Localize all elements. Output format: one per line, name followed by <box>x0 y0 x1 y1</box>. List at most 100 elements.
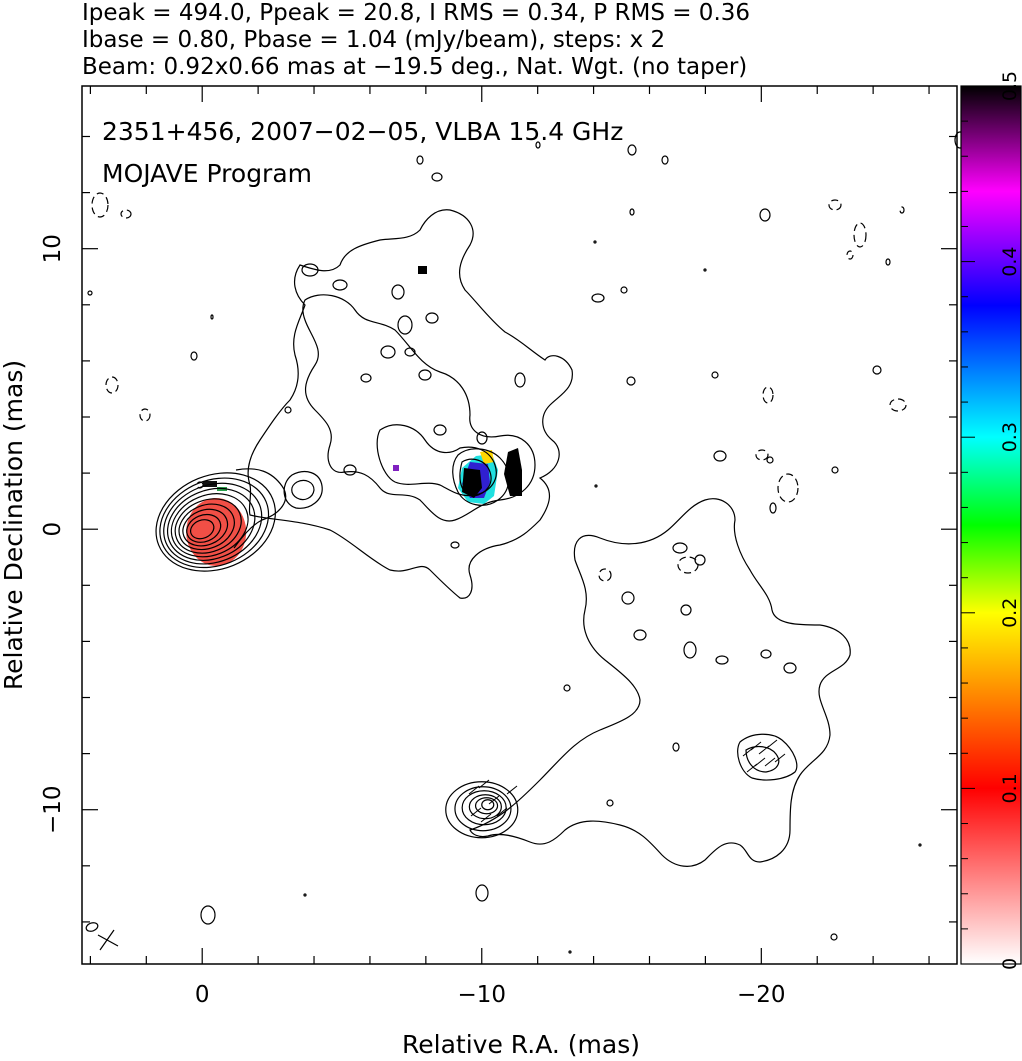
y-tick-label: 10 <box>40 234 66 263</box>
jet-inner-contour <box>376 424 497 497</box>
noise-contour <box>703 268 707 272</box>
header-line-1: Ipeak = 494.0, Ppeak = 20.8, I RMS = 0.3… <box>82 0 750 26</box>
noise-contour <box>431 172 443 182</box>
southern-knot-contour <box>481 799 495 811</box>
noise-contour <box>830 933 838 941</box>
lobe-island-contour <box>715 655 729 665</box>
negative-contour <box>853 222 867 248</box>
negative-contour <box>899 206 905 214</box>
jet-island-contour <box>391 284 405 300</box>
noise-contour <box>711 371 719 379</box>
polarization-vector <box>468 785 480 795</box>
colorbar-tick-label: 0.5 <box>999 71 1021 101</box>
polarization-vector <box>470 807 482 817</box>
southern-knot-contour <box>454 786 512 832</box>
map-title: 2351+456, 2007−02−05, VLBA 15.4 GHz <box>102 117 623 146</box>
jet-island-contour <box>343 464 357 476</box>
colorbar-gradient <box>960 85 1022 965</box>
polarization-vector <box>480 813 492 823</box>
noise-contour <box>594 484 598 488</box>
polarization-pixel <box>393 465 399 471</box>
southern-knot-contour <box>474 797 499 815</box>
negative-contour <box>677 556 699 574</box>
negative-contour <box>91 192 109 218</box>
lobe-island-contour <box>672 742 680 752</box>
x-axis-label: Relative R.A. (mas) <box>402 1030 640 1059</box>
core-contour <box>178 503 235 551</box>
polarization-vector <box>766 739 778 749</box>
jet-island-contour <box>397 315 413 335</box>
lobe-island-contour <box>680 604 692 616</box>
polarization-knot-a-core <box>462 468 482 498</box>
noise-contour <box>303 893 307 897</box>
core-contour <box>189 519 215 540</box>
noise-contour <box>475 884 489 902</box>
noise-contour <box>713 450 727 462</box>
jet-island-contour <box>404 347 416 357</box>
noise-contour <box>627 144 637 156</box>
polarization-knot-a-yellow <box>480 450 494 464</box>
jet-knot-contour <box>291 479 315 501</box>
jet-island-contour <box>425 312 439 324</box>
core-contour <box>155 472 276 572</box>
southern-lobe-envelope-contour <box>469 498 851 867</box>
southern-lobe-knot-contour <box>737 733 798 781</box>
jet-island-contour <box>450 541 460 549</box>
noise-contour <box>872 365 882 375</box>
jet-inner-contour <box>452 448 510 506</box>
core-contour <box>166 487 256 561</box>
lobe-island-contour <box>606 799 614 807</box>
core-extension-contour <box>233 468 287 549</box>
colorbar-tick-label: 0.3 <box>999 422 1021 452</box>
noise-contour <box>284 406 292 414</box>
jet-island-contour <box>514 372 526 388</box>
polarization-vector <box>746 763 758 773</box>
colorbar: 0 0.1 0.2 0.3 0.4 0.5 <box>960 71 1022 970</box>
colorbar-tick-label: 0.1 <box>999 773 1021 803</box>
polarization-vector <box>764 757 776 767</box>
x-tick-label: −20 <box>737 982 786 1008</box>
noise-contour <box>831 466 839 474</box>
y-tick-label: −10 <box>40 785 66 834</box>
lobe-island-contour <box>672 542 688 554</box>
jet-island-contour <box>332 279 348 291</box>
noise-contour <box>190 351 198 361</box>
x-tick-label: −10 <box>457 982 506 1008</box>
noise-contour <box>766 456 774 464</box>
core-contour <box>182 508 229 547</box>
lobe-island-contour <box>563 684 571 692</box>
noise-contour <box>568 950 572 954</box>
noise-contour <box>759 208 771 222</box>
noise-contour <box>416 155 424 165</box>
lobe-island-contour <box>760 649 772 659</box>
header-line-3: Beam: 0.92x0.66 mas at −19.5 deg., Nat. … <box>82 54 747 80</box>
jet-inner-contour <box>302 294 536 522</box>
lobe-island-contour <box>633 629 647 641</box>
core-contour <box>170 493 249 558</box>
noise-contour <box>535 141 541 149</box>
polarization-vector <box>488 795 500 805</box>
jet-island-contour <box>418 369 432 381</box>
noise-contour <box>87 290 93 296</box>
x-tick-label: 0 <box>195 982 210 1008</box>
noise-contour <box>629 208 635 216</box>
noise-contour <box>918 843 922 847</box>
southern-lobe-knot-contour <box>745 745 780 773</box>
header-line-2: Ibase = 0.80, Pbase = 1.04 (mJy/beam), s… <box>82 27 665 53</box>
jet-knot-contour <box>283 471 323 509</box>
negative-contour <box>762 386 774 404</box>
jet-island-contour <box>360 373 372 383</box>
y-axis-label: Relative Declination (mas) <box>0 360 28 690</box>
negative-contour <box>196 481 204 489</box>
negative-contour <box>105 376 119 394</box>
negative-contour <box>777 473 799 503</box>
noise-contour <box>769 502 777 514</box>
jet-island-contour <box>476 431 488 445</box>
lobe-island-contour <box>783 662 797 674</box>
southern-knot-contour <box>461 790 507 826</box>
polarization-vector <box>774 753 786 763</box>
noise-contour <box>593 240 597 244</box>
noise-contour <box>620 286 628 294</box>
noise-contour <box>200 905 216 925</box>
lobe-island-contour <box>683 641 697 659</box>
